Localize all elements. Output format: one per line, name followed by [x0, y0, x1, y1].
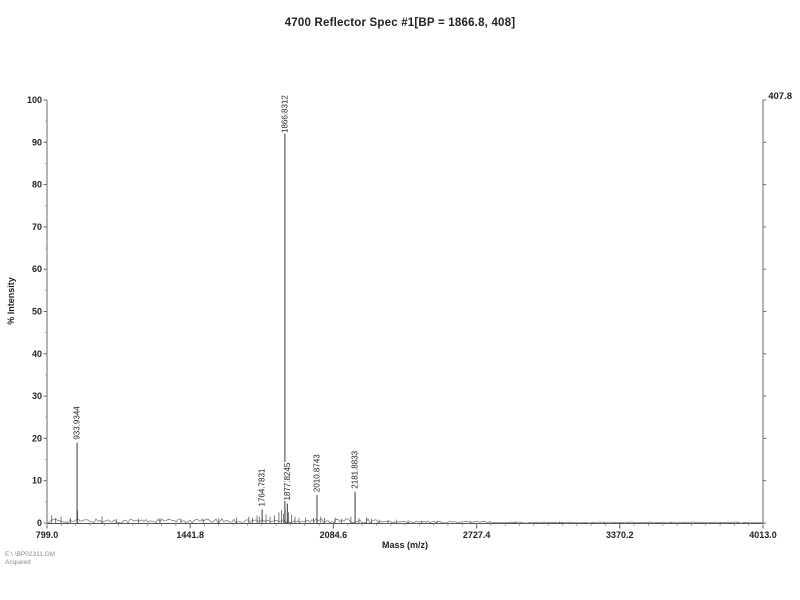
- x-tick-label: 2084.6: [320, 530, 348, 540]
- x-tick-label: 4013.0: [749, 530, 777, 540]
- y-tick-label: 50: [32, 307, 42, 317]
- peak-label: 933.9344: [73, 406, 82, 440]
- acquired-label: Acquired: [5, 559, 31, 566]
- x-tick-label: 3370.2: [606, 530, 634, 540]
- y-tick-label: 0: [37, 518, 42, 528]
- peak-label: 2181.8833: [351, 450, 360, 488]
- x-tick-label: 2727.4: [463, 530, 491, 540]
- y-tick-label: 40: [32, 349, 42, 359]
- base-peak-intensity-label: 407.8: [768, 91, 792, 102]
- peak-label: 1764.7831: [258, 468, 267, 506]
- y-tick-label: 90: [32, 137, 42, 147]
- y-tick-label: 100: [27, 95, 42, 105]
- peak-label: 2010.8743: [312, 454, 321, 492]
- file-path: E:\ \BP02311.GM: [5, 551, 56, 558]
- y-tick-label: 80: [32, 180, 42, 190]
- y-tick-label: 70: [32, 222, 42, 232]
- peak-label: 1877.8245: [283, 462, 292, 500]
- peak-label: 1866.8312: [280, 95, 289, 133]
- page-title: 4700 Reflector Spec #1[BP = 1866.8, 408]: [284, 17, 516, 29]
- y-tick-label: 10: [32, 476, 42, 486]
- x-axis-title: Mass (m/z): [381, 540, 428, 550]
- file-info: E:\ \BP02311.GM Acquired: [5, 551, 55, 567]
- noise-trace: [47, 518, 763, 524]
- x-tick-label: 1441.8: [176, 530, 204, 540]
- y-tick-label: 20: [32, 433, 42, 443]
- y-tick-label: 60: [32, 264, 42, 274]
- x-tick-label: 799.0: [36, 530, 59, 540]
- y-tick-label: 30: [32, 391, 42, 401]
